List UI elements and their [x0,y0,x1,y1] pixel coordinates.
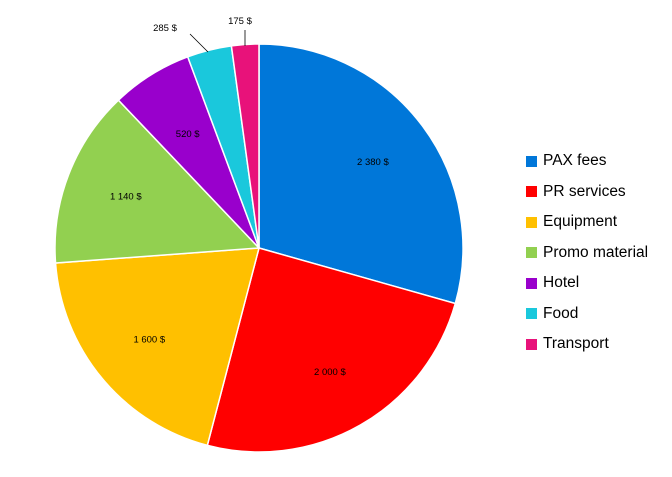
legend-item-pr-services: PR services [526,177,671,208]
data-label-equipment: 1 600 $ [133,334,165,345]
legend-label-pr-services: PR services [543,182,626,200]
legend-swatch-hotel [526,277,537,289]
legend-label-hotel: Hotel [543,274,580,292]
data-label-food: 285 $ [153,23,177,34]
legend-item-hotel: Hotel [526,268,671,299]
data-label-promo-material: 1 140 $ [110,192,142,203]
data-label-pax-fees: 2 380 $ [357,157,389,168]
legend-item-pax-fees: PAX fees [526,146,671,177]
legend-label-equipment: Equipment [543,213,618,231]
leader-line-food [189,33,209,53]
pie-slice-pax-fees [258,43,464,305]
pie-slice-promo-material [54,99,261,264]
legend-label-transport: Transport [543,335,609,353]
pie-slice-pr-services [206,247,457,453]
legend-label-promo-material: Promo material [543,243,649,261]
legend-swatch-promo-material [526,247,537,259]
legend-label-pax-fees: PAX fees [543,152,607,170]
legend-item-promo-material: Promo material [526,238,671,269]
legend-label-food: Food [543,304,579,322]
legend-item-transport: Transport [526,329,671,360]
legend-swatch-equipment [526,216,537,228]
legend-item-food: Food [526,299,671,330]
data-label-pr-services: 2 000 $ [314,367,346,378]
data-label-transport: 175 $ [228,16,252,27]
chart-legend: PAX fees PR services Equipment Promo materi… [526,146,671,360]
pie-slice-equipment [54,247,260,447]
legend-item-equipment: Equipment [526,207,671,238]
data-label-hotel: 520 $ [176,129,200,140]
legend-swatch-transport [526,338,537,350]
legend-swatch-pax-fees [526,155,537,167]
legend-swatch-food [526,308,537,320]
legend-swatch-pr-services [526,186,537,198]
